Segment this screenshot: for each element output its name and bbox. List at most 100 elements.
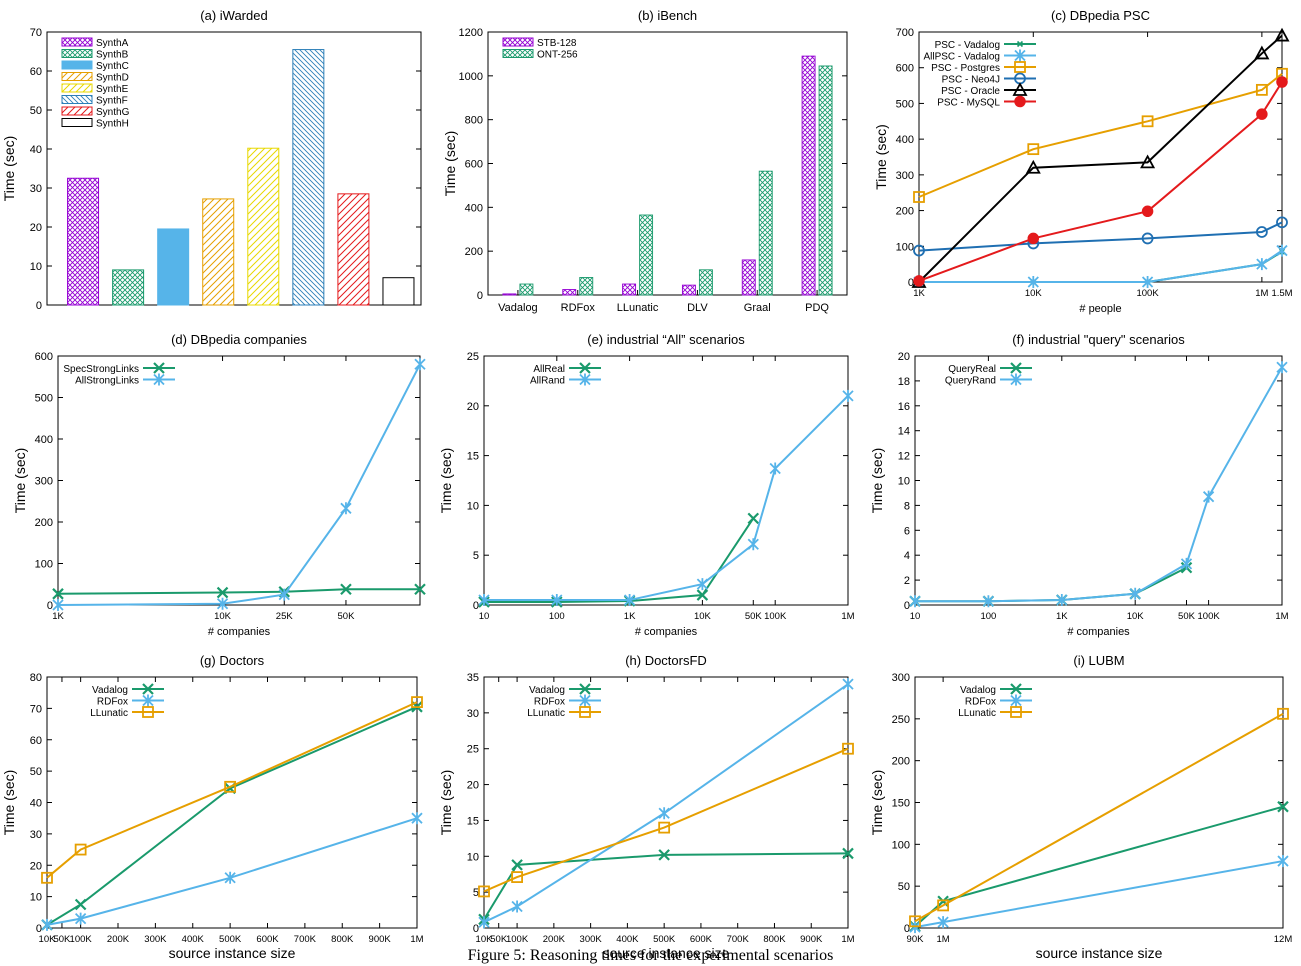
legend-marker [1014,95,1026,108]
data-point [478,594,490,607]
legend-swatch [61,118,93,127]
data-point-shape [1255,83,1268,96]
x-tick-label: 900K [800,934,823,945]
x-tick-label: 900K [369,934,392,945]
x-tick-label: 1M [937,934,950,945]
data-point [658,849,670,861]
x-tick-label: 800K [331,934,354,945]
data-point [1256,108,1268,120]
y-tick-label: 25 [467,744,479,756]
data-point [1180,557,1193,570]
x-tick-label: 1M [841,611,854,622]
y-tick-label: 200 [896,206,914,218]
data-point [696,589,709,601]
x-tick-label: 1K [52,611,64,622]
legend-label: LLunatic [527,708,565,719]
legend-label: AllPSC - Vadalog [923,52,1000,63]
y-tick-label: 50 [30,105,42,117]
data-point-shape [551,594,563,607]
legend-label: QueryReal [948,364,996,375]
series-line-allrand [484,395,849,602]
x-tick-label: 1K [913,288,925,299]
legend-marker [1010,683,1022,695]
data-point [41,871,53,884]
legend-label: AllReal [533,364,565,375]
chart-a: (a) iWarded 0 10 20 30 40 50 60 70 Time (sec) Synt… [1,8,422,312]
y-tick-label: 0 [473,600,479,612]
y-tick-label: 100 [35,559,53,571]
y-tick-label: 20 [30,222,42,234]
y-tick-label: 60 [30,66,42,78]
y-tick-label: 500 [896,98,914,110]
bar-synthh [382,277,415,306]
data-point-shape [1274,27,1290,42]
series-line-allreal [484,517,755,604]
data-point [913,191,925,203]
legend-label: PSC - Neo4J [942,75,1000,86]
x-tick-label: 1M [1255,288,1268,299]
data-point [224,780,237,793]
legend-label: PSC - Vadalog [935,40,1000,51]
data-point-shape [937,916,949,929]
x-tick-label: 100K [70,934,93,945]
y-tick-label: 20 [467,780,479,792]
data-point-shape [478,885,490,898]
x-axis-label: source instance size [1036,945,1163,961]
x-tick-label: 50K [53,934,71,945]
bar-stb-128 [622,283,637,296]
y-tick-label: 80 [30,672,42,684]
legend-label: LLunatic [958,708,996,719]
x-tick-label: 100K [1198,611,1221,622]
data-point [658,821,671,834]
y-axis-label: Time (sec) [869,448,885,514]
data-point [41,918,53,931]
y-tick-label: 40 [30,798,42,810]
data-point [1277,855,1289,868]
legend-label: Vadalog [960,685,996,696]
y-tick-label: 0 [47,600,53,612]
plot-frame [487,31,848,296]
y-axis-label: Time (sec) [438,448,454,514]
data-point-shape [842,847,854,860]
x-tick-label: 25K [276,611,294,622]
data-point [216,597,229,610]
legend-label: ONT-256 [537,50,578,61]
y-tick-label: 600 [35,351,53,363]
y-tick-label: 6 [904,525,910,537]
y-tick-label: 10 [30,261,42,273]
x-tick-label: 100K [764,611,787,622]
legend-marker-shape [1014,95,1026,108]
y-axis-label: Time (sec) [1,770,17,836]
legend-label: RDFox [97,697,128,708]
legend-swatch [61,95,93,104]
legend-marker [1014,61,1026,73]
data-point-shape [340,502,352,515]
data-point-shape [1256,258,1268,271]
y-tick-label: 300 [892,672,910,684]
data-point [1277,707,1289,720]
data-point-shape [842,389,854,402]
data-point-shape [1276,244,1288,257]
y-tick-label: 0 [904,600,910,612]
data-point-shape [1056,594,1068,607]
legend-marker-shape [579,362,591,374]
legend-marker [1014,49,1026,62]
y-tick-label: 1000 [459,71,483,83]
x-tick-label: 100K [1136,288,1159,299]
chart-title: (e) industrial “All” scenarios [587,332,745,347]
data-point [511,871,523,883]
data-point [340,502,352,515]
legend-marker [579,706,591,718]
data-point [1027,143,1040,156]
legend-marker-shape [1014,49,1026,62]
legend-marker [153,373,165,386]
data-point-shape [1254,45,1270,60]
data-point [411,696,423,708]
x-tick-label: 300K [144,934,167,945]
legend-marker [1010,694,1022,707]
legend-swatch [502,37,534,47]
data-point [511,859,523,871]
data-point-shape [1140,154,1156,169]
y-tick-label: 20 [467,401,479,413]
